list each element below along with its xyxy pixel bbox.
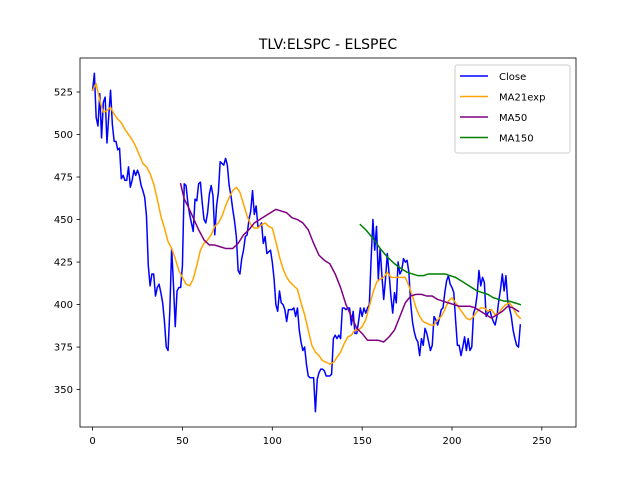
axes: 0 50 100 150 200 250 350 375 400 425 450 475 500 525 [54, 57, 577, 447]
x-tick-label: 200 [442, 436, 461, 447]
legend-label-ma21exp: MA21exp [499, 93, 545, 104]
y-tick-label: 525 [54, 88, 73, 99]
y-tick-label: 350 [54, 385, 73, 396]
chart-title: TLV:ELSPC - ELSPEC [258, 37, 397, 53]
series-line-ma150 [359, 223, 522, 306]
x-tick-label: 50 [176, 436, 189, 447]
legend-label-ma50: MA50 [499, 113, 527, 124]
axes-frame [79, 57, 577, 428]
plot-area [91, 72, 522, 413]
legend-label-ma150: MA150 [499, 134, 534, 145]
y-tick-label: 400 [54, 300, 73, 311]
x-tick-label: 100 [263, 436, 282, 447]
y-tick-label: 375 [54, 343, 73, 354]
series-line-ma21exp [91, 82, 522, 365]
series-line-close [91, 72, 522, 413]
series-group [91, 72, 522, 413]
y-tick-label: 500 [54, 130, 73, 141]
y-tick-label: 425 [54, 258, 73, 269]
legend: Close MA21exp MA50 MA150 [454, 64, 571, 154]
x-tick-label: 250 [532, 436, 551, 447]
x-tick-label: 0 [89, 436, 95, 447]
y-tick-label: 450 [54, 215, 73, 226]
legend-label-close: Close [499, 72, 526, 83]
series-line-ma50 [179, 182, 520, 343]
legend-box [454, 64, 571, 154]
y-tick-label: 475 [54, 173, 73, 184]
x-tick-label: 150 [353, 436, 372, 447]
